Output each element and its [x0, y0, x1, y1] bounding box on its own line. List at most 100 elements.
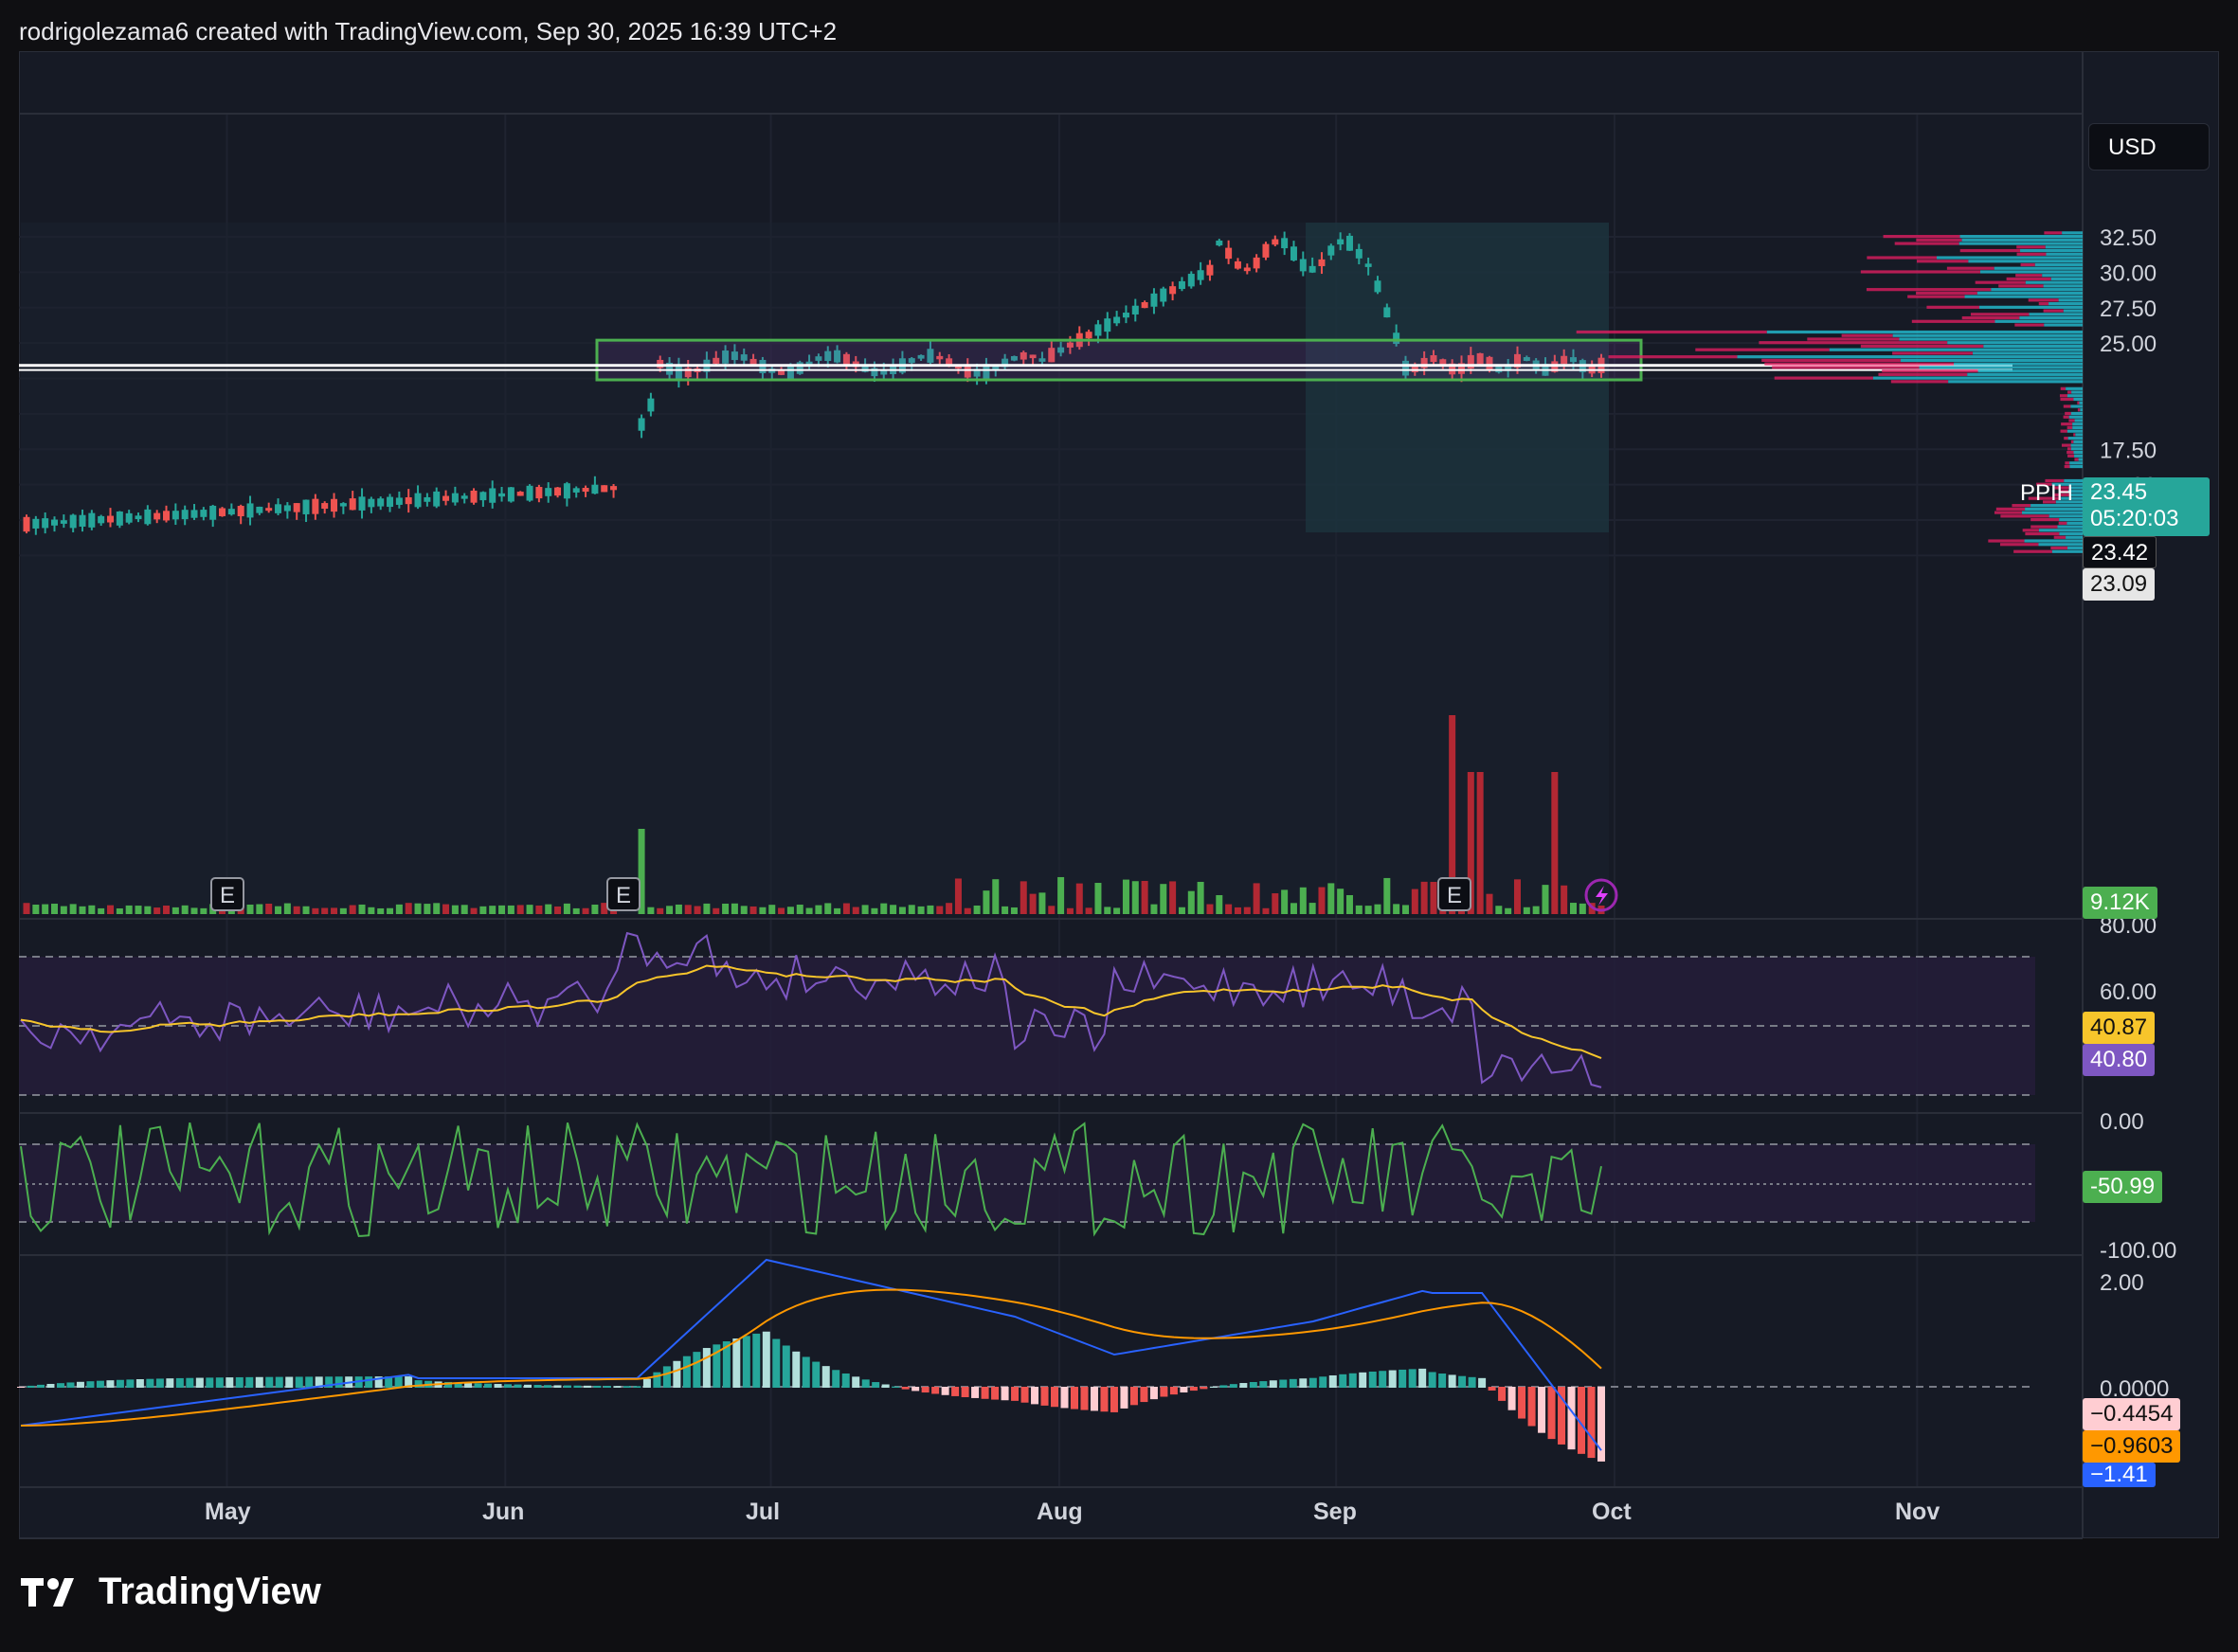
volume-bar	[368, 907, 375, 914]
volume-profile-bar	[2074, 454, 2083, 458]
candle-body	[908, 358, 915, 364]
macd-hist-bar	[106, 1380, 115, 1388]
volume-profile-bar	[1979, 305, 2083, 309]
candle-body	[1243, 267, 1251, 272]
macd-hist-bar	[215, 1377, 224, 1388]
volume-bar	[964, 907, 971, 914]
volume-profile-bar	[2053, 535, 2067, 539]
macd-hist-bar	[116, 1379, 124, 1388]
volume-bar	[834, 907, 841, 914]
volume-profile-bar	[1890, 380, 1949, 384]
volume-bar	[321, 907, 329, 914]
volume-profile-bar	[1892, 351, 1974, 355]
volume-bar	[1579, 903, 1586, 914]
volume-profile-bar	[2068, 415, 2083, 419]
volume-bar	[1401, 905, 1409, 914]
macd-tick-label: 0.0000	[2100, 1376, 2169, 1402]
volume-profile-bar	[2012, 504, 2031, 508]
macd-hist-bar	[742, 1336, 750, 1388]
volume-bar	[190, 907, 198, 914]
candle-body	[731, 351, 738, 361]
volume-profile-bar	[2067, 429, 2083, 433]
candle-body	[144, 509, 152, 525]
volume-bar	[200, 907, 208, 914]
volume-bar	[498, 905, 506, 914]
volume-bar	[880, 903, 888, 914]
volume-bar	[601, 903, 608, 914]
volume-bar	[387, 907, 394, 914]
volume-bar	[1085, 907, 1092, 914]
volume-bar	[42, 904, 49, 914]
time-axis-label: Aug	[1037, 1499, 1083, 1525]
macd-hist-bar	[772, 1338, 781, 1388]
macd-hist-bar	[56, 1383, 64, 1388]
time-axis-label: Nov	[1895, 1499, 1940, 1525]
volume-bar	[1066, 907, 1074, 914]
candle-body	[275, 504, 282, 513]
candle-body	[1449, 363, 1456, 375]
volume-bar	[898, 907, 906, 914]
candle-body	[684, 368, 692, 378]
volume-bar	[358, 904, 366, 914]
volume-profile-bar	[2064, 478, 2083, 483]
volume-bar	[1141, 880, 1148, 914]
macd-hist-bar	[255, 1376, 263, 1388]
earnings-marker-label: E	[1447, 883, 1462, 908]
candle-body	[42, 518, 49, 529]
volume-profile-bar	[2063, 309, 2083, 313]
currency-button[interactable]: USD	[2088, 123, 2210, 171]
volume-profile-bar	[2038, 529, 2083, 532]
candle-body	[507, 487, 514, 502]
macd-hist-bar	[1040, 1387, 1049, 1406]
macd-hist-bar	[1348, 1373, 1357, 1388]
candle-body	[1094, 324, 1102, 336]
cci-line	[20, 1122, 1602, 1238]
candle-body	[946, 358, 953, 366]
macd-hist-bar	[226, 1377, 234, 1388]
volume-bar	[992, 879, 1000, 914]
macd-hist-bar	[1060, 1387, 1069, 1409]
candle-body	[219, 508, 226, 516]
volume-profile-bar	[1948, 380, 2083, 384]
volume-profile-bar	[2063, 404, 2071, 408]
volume-profile-bar	[2061, 496, 2083, 500]
volume-bar	[414, 903, 422, 914]
brand-footer[interactable]: TradingView	[21, 1571, 321, 1613]
volume-profile-bar	[2059, 518, 2083, 522]
range-box	[595, 338, 1643, 382]
macd-hist-bar	[1468, 1376, 1476, 1388]
volume-profile-bar	[1946, 266, 1994, 270]
volume-profile-bar	[1867, 256, 1937, 260]
brand-name: TradingView	[99, 1571, 321, 1612]
macd-hist-bar	[374, 1376, 383, 1388]
volume-bar	[722, 903, 730, 914]
macd-hist-bar	[146, 1378, 154, 1388]
candle-body	[460, 495, 468, 499]
volume-bar	[442, 904, 450, 914]
macd-hist-bar	[1001, 1387, 1009, 1401]
candle-body	[32, 518, 40, 529]
volume-bar	[79, 906, 86, 914]
macd-hist-bar	[1339, 1374, 1347, 1388]
macd-hist-bar	[1359, 1372, 1367, 1388]
volume-bar	[1216, 894, 1223, 914]
macd-hist-bar	[325, 1376, 334, 1388]
candle-body	[666, 362, 674, 375]
macd-hist-bar	[1527, 1387, 1536, 1427]
candle-body	[302, 499, 310, 514]
candle-body	[1029, 354, 1037, 359]
volume-bar	[1094, 883, 1102, 914]
macd-hist-bar	[852, 1376, 860, 1388]
macd-hist-bar	[1408, 1369, 1417, 1388]
volume-profile-bar	[2068, 419, 2075, 422]
volume-profile-bar	[2050, 277, 2083, 281]
volume-profile-bar	[2042, 500, 2056, 504]
volume-bar	[181, 905, 189, 914]
volume-bar	[1160, 884, 1167, 914]
candle-body	[657, 359, 664, 368]
volume-profile-bar	[2070, 443, 2083, 447]
volume-bar	[526, 905, 533, 914]
volume-profile-bar	[1882, 369, 1978, 373]
candle-body	[1206, 264, 1214, 276]
